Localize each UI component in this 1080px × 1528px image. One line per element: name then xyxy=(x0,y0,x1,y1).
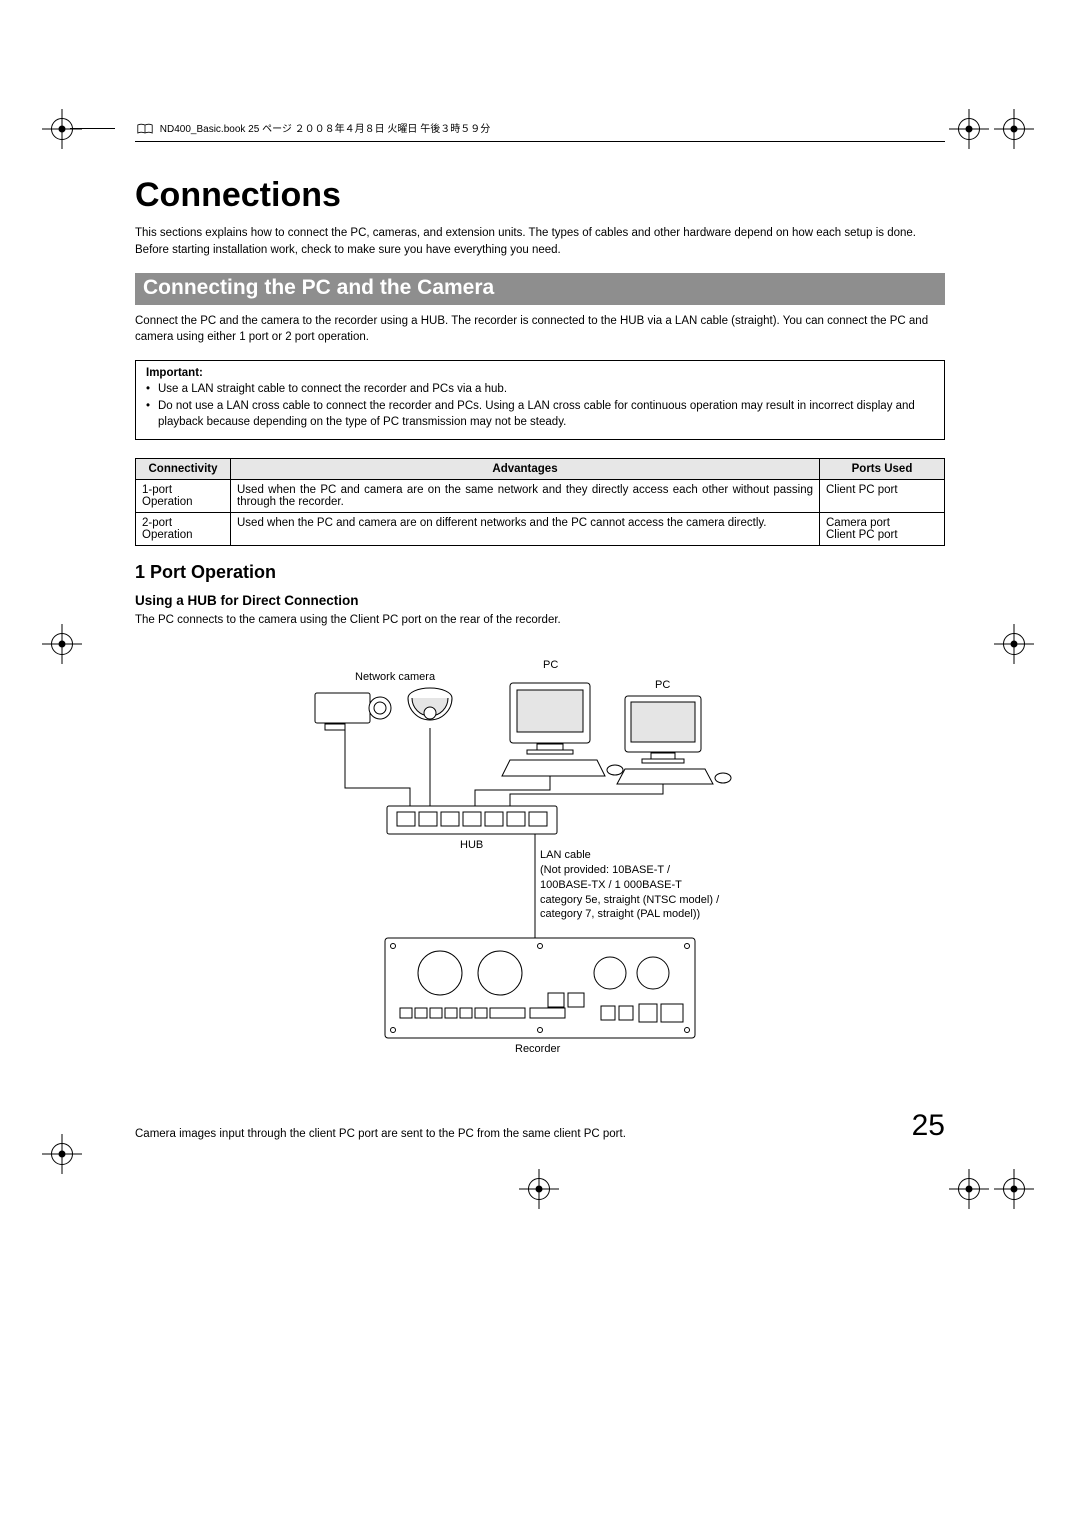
label-pc2: PC xyxy=(655,678,670,693)
footer-note: Camera images input through the client P… xyxy=(135,1128,945,1140)
regmark xyxy=(525,1175,553,1203)
intro-text: This sections explains how to connect th… xyxy=(135,225,945,258)
important-label: Important: xyxy=(146,367,934,379)
regmark xyxy=(1000,1175,1028,1203)
table-row: 1-port Operation Used when the PC and ca… xyxy=(136,480,945,513)
subsection-heading: 1 Port Operation xyxy=(135,562,945,583)
important-item: Do not use a LAN cross cable to connect … xyxy=(146,398,934,431)
doc-meta-text: ND400_Basic.book 25 ページ ２００８年４月８日 火曜日 午後… xyxy=(160,124,490,135)
regmark xyxy=(48,630,76,658)
regmark xyxy=(1000,630,1028,658)
regmark xyxy=(955,115,983,143)
subsub-heading: Using a HUB for Direct Connection xyxy=(135,593,945,608)
connection-diagram: Network camera PC PC HUB LAN cable (Not … xyxy=(305,638,775,1118)
table-header-row: Connectivity Advantages Ports Used xyxy=(136,459,945,480)
page-title: Connections xyxy=(135,176,945,215)
regmark xyxy=(955,1175,983,1203)
td: 2-port Operation xyxy=(136,513,231,546)
th-ports: Ports Used xyxy=(820,459,945,480)
td: 1-port Operation xyxy=(136,480,231,513)
section-heading: Connecting the PC and the Camera xyxy=(135,273,945,305)
label-lan-cable: LAN cable (Not provided: 10BASE-T / 100B… xyxy=(540,848,760,922)
section-intro: Connect the PC and the camera to the rec… xyxy=(135,313,945,346)
table-row: 2-port Operation Used when the PC and ca… xyxy=(136,513,945,546)
label-pc1: PC xyxy=(543,658,558,673)
td: Used when the PC and camera are on diffe… xyxy=(231,513,820,546)
td: Used when the PC and camera are on the s… xyxy=(231,480,820,513)
label-recorder: Recorder xyxy=(515,1042,560,1057)
regmark xyxy=(1000,115,1028,143)
label-hub: HUB xyxy=(460,838,483,853)
td: Camera port Client PC port xyxy=(820,513,945,546)
label-network-camera: Network camera xyxy=(355,670,435,685)
th-advantages: Advantages xyxy=(231,459,820,480)
important-box: Important: Use a LAN straight cable to c… xyxy=(135,360,945,440)
page-number: 25 xyxy=(912,1109,945,1143)
regmark xyxy=(48,115,76,143)
subsub-text: The PC connects to the camera using the … xyxy=(135,614,945,626)
book-icon xyxy=(137,123,153,135)
td: Client PC port xyxy=(820,480,945,513)
doc-meta-header: ND400_Basic.book 25 ページ ２００８年４月８日 火曜日 午後… xyxy=(135,120,945,142)
regmark xyxy=(48,1140,76,1168)
connectivity-table: Connectivity Advantages Ports Used 1-por… xyxy=(135,458,945,546)
important-item: Use a LAN straight cable to connect the … xyxy=(146,381,934,398)
page-content: ND400_Basic.book 25 ページ ２００８年４月８日 火曜日 午後… xyxy=(135,120,945,1152)
th-connectivity: Connectivity xyxy=(136,459,231,480)
crop-line xyxy=(70,128,115,129)
